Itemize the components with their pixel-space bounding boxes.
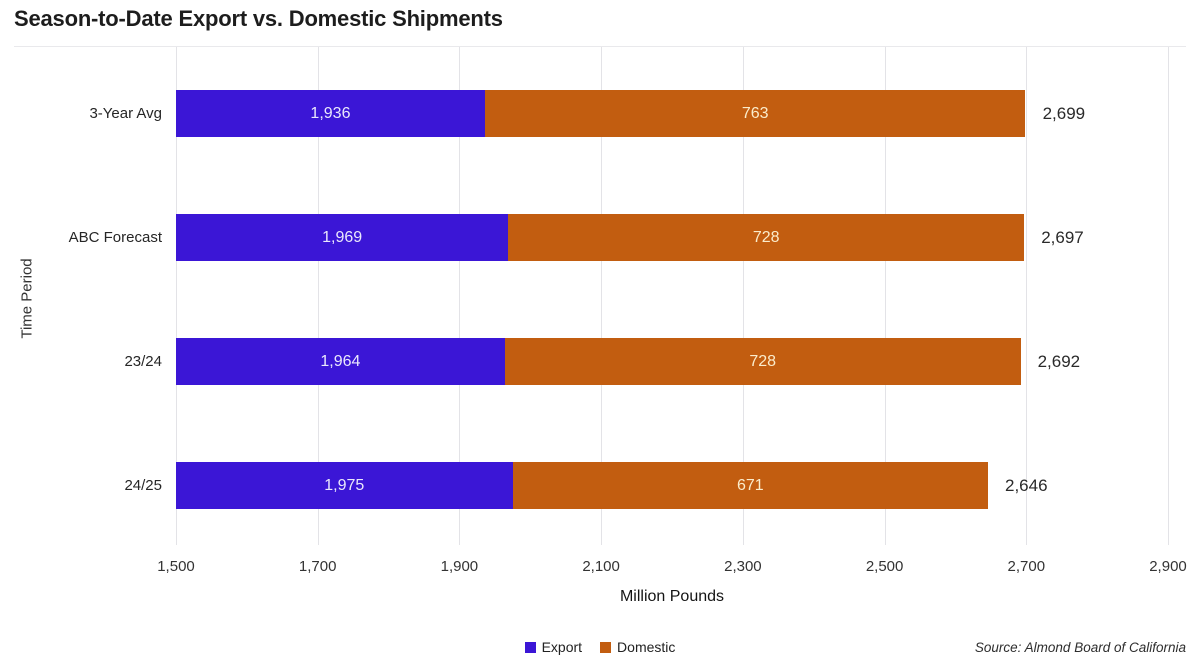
legend-item-domestic: Domestic xyxy=(600,639,675,655)
export-segment: 1,975 xyxy=(176,462,513,509)
total-value-label: 2,699 xyxy=(1042,104,1086,123)
domestic-segment: 763 xyxy=(484,90,1026,137)
gridline xyxy=(742,47,744,545)
gridline xyxy=(1026,47,1028,545)
gridline xyxy=(176,47,177,545)
total-value-label: 2,692 xyxy=(1037,352,1081,371)
category-label: 23/24 xyxy=(124,353,162,370)
plot-area: 1,936 763 2,699 1,969 728 2,697 1,964 728 2,692 1… xyxy=(176,47,1169,545)
legend-swatch-export xyxy=(524,641,536,653)
domestic-segment: 728 xyxy=(504,338,1021,385)
x-tick-label: 2,900 xyxy=(1149,558,1187,575)
export-value-label: 1,964 xyxy=(320,353,361,370)
plot-top-border xyxy=(14,46,1186,47)
gridline xyxy=(1168,47,1169,545)
x-tick-label: 1,700 xyxy=(298,558,337,575)
domestic-value-label: 728 xyxy=(752,229,780,246)
x-tick-label: 1,900 xyxy=(440,558,479,575)
x-tick-label: 1,500 xyxy=(157,558,195,575)
export-segment: 1,969 xyxy=(176,214,509,261)
x-tick-label: 2,100 xyxy=(582,558,620,575)
total-value-label: 2,646 xyxy=(1005,476,1048,495)
legend: Export Domestic xyxy=(0,639,1200,655)
legend-item-export: Export xyxy=(524,639,583,655)
gridline xyxy=(601,47,603,545)
category-label: 24/25 xyxy=(124,477,162,494)
chart-title: Season-to-Date Export vs. Domestic Shipm… xyxy=(14,6,503,31)
total-value-label: 2,697 xyxy=(1041,228,1084,247)
domestic-value-label: 728 xyxy=(749,353,777,370)
x-tick-label: 2,700 xyxy=(1007,558,1046,575)
export-value-label: 1,969 xyxy=(322,229,363,246)
legend-label: Export xyxy=(541,639,583,655)
x-tick-label: 2,500 xyxy=(865,558,904,575)
legend-swatch-domestic xyxy=(600,641,612,653)
source-note: Source: Almond Board of California xyxy=(974,640,1186,655)
category-label: 3-Year Avg xyxy=(89,105,162,122)
gridline xyxy=(884,47,886,545)
gridline xyxy=(317,47,319,545)
x-axis-title: Million Pounds xyxy=(619,588,725,605)
legend-label: Domestic xyxy=(617,639,676,655)
gridline xyxy=(459,47,461,545)
category-label: ABC Forecast xyxy=(68,229,162,246)
export-segment: 1,964 xyxy=(176,338,505,385)
domestic-value-label: 671 xyxy=(736,477,764,494)
domestic-segment: 671 xyxy=(512,462,989,509)
domestic-value-label: 763 xyxy=(741,105,769,122)
export-segment: 1,936 xyxy=(176,90,485,137)
export-value-label: 1,936 xyxy=(310,105,351,122)
domestic-segment: 728 xyxy=(508,214,1025,261)
x-tick-label: 2,300 xyxy=(724,558,762,575)
export-value-label: 1,975 xyxy=(324,477,365,494)
